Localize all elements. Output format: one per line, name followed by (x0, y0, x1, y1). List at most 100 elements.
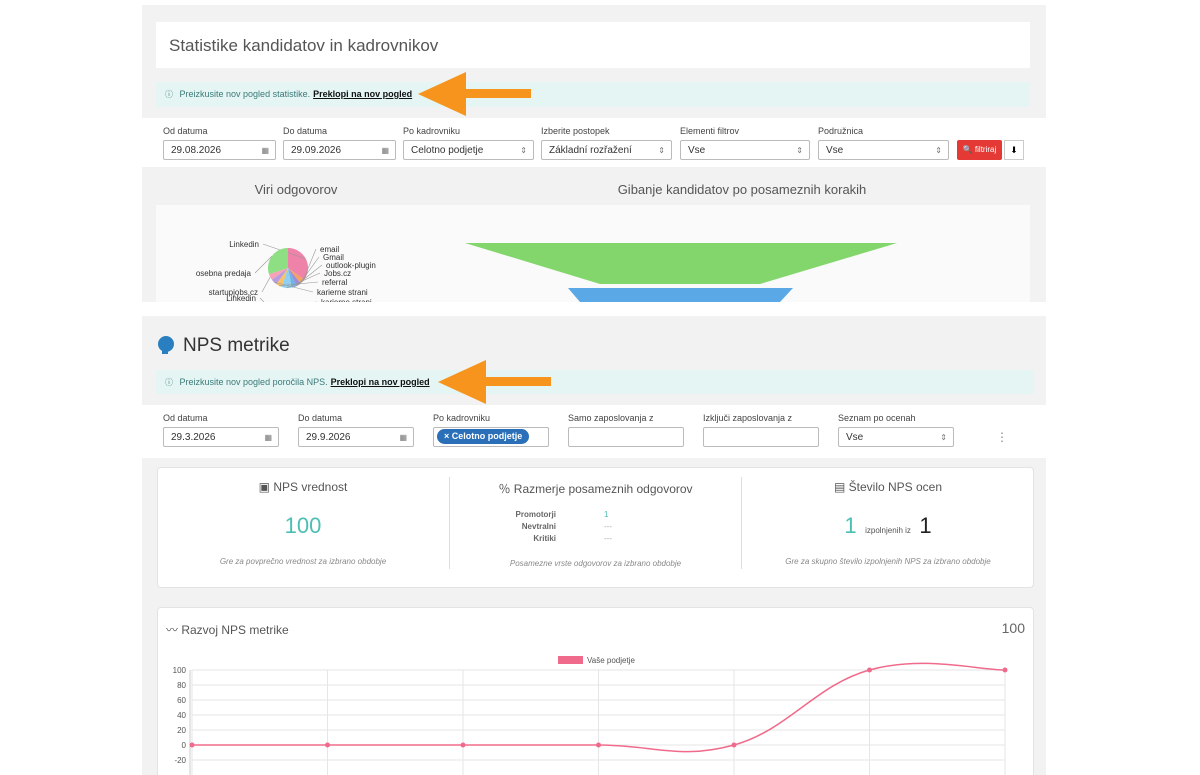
pie-slice (268, 248, 288, 275)
input-icon: ⇕ (520, 146, 527, 155)
input-icon: ⇕ (940, 433, 947, 442)
arrow (438, 360, 551, 404)
chart-title-text: Razvoj NPS metrike (181, 623, 289, 637)
filter-label: Izključi zaposlovanja z (703, 413, 793, 423)
pie-label: Gmail (323, 253, 344, 262)
card-caption: Posamezne vrste odgovorov za izbrano obd… (509, 559, 682, 568)
select-input[interactable]: Základní rozřažení ⇕ (541, 140, 672, 160)
filter-label: Od datuma (163, 413, 208, 423)
pie-slice (288, 268, 305, 284)
point (460, 742, 466, 748)
filter-button[interactable]: 🔍 filtriraj (957, 140, 1002, 160)
card-title: ▤ Število NPS ocen (833, 480, 943, 494)
y-tick-label: 100 (173, 666, 187, 675)
notice-text: Preizkusite nov pogled poročila NPS. (179, 377, 328, 387)
filter-label: Podružnica (818, 126, 864, 136)
text-input[interactable] (568, 427, 684, 447)
pie-label: outlook-plugin (326, 261, 376, 270)
filter-label: Seznam po ocenah (838, 413, 916, 423)
page-title: Statistike kandidatov in kadrovnikov (169, 36, 439, 55)
select-input[interactable]: Vse ⇕ (818, 140, 949, 160)
pie-slice (288, 268, 301, 287)
ratio-label: Nevtralni (521, 522, 556, 531)
input-icon: ▦ (264, 433, 272, 442)
pie-label: Linkedin (226, 294, 256, 302)
input-icon: ⇕ (658, 146, 665, 155)
leader-line (254, 256, 273, 274)
leader-line (286, 272, 321, 289)
input-icon: ⇕ (935, 146, 942, 155)
title-box (156, 22, 1030, 68)
ratio-value: --- (604, 522, 612, 531)
count-row: 1 izpolnjenih iz 1 (742, 513, 1034, 539)
leader-line (298, 256, 320, 286)
pie-label: Jobs.cz (324, 269, 351, 278)
chart-value: 100 (1001, 620, 1025, 636)
notice: ⓘ Preizkusite nov pogled poročila NPS. Pr… (156, 370, 1034, 394)
select-input[interactable]: Vse ⇕ (838, 427, 954, 447)
filter-label: Do datuma (298, 413, 343, 423)
text-input[interactable] (703, 427, 819, 447)
pie-label: referral (322, 278, 348, 287)
leader-line (259, 297, 265, 302)
nps-icon (158, 336, 174, 354)
filter-label: Po kadrovniku (403, 126, 461, 136)
leader-line (273, 281, 314, 293)
funnel-step (465, 243, 897, 284)
more-menu[interactable]: ⋮ (996, 430, 1008, 444)
card-title-text: Število NPS ocen (848, 480, 943, 494)
line-chart: -20 0 20 40 60 80 100 Vaše podjetje (173, 656, 1008, 775)
pie-slice (276, 268, 288, 288)
pie-label: karierne strani (321, 298, 372, 302)
legend-swatch (558, 656, 583, 664)
input-icon: ▦ (381, 146, 389, 155)
point (1002, 667, 1008, 673)
card-title: ％ Razmerje posameznih odgovorov (498, 482, 693, 496)
card-title: ▣ NPS vrednost (258, 480, 348, 494)
pie-label: karierne strani (317, 288, 368, 297)
pie-title: Viri odgovorov (254, 182, 338, 197)
y-tick-label: 40 (177, 711, 186, 720)
pie-label: startupjobs.cz (209, 288, 258, 297)
leader-line (261, 276, 271, 293)
select-input[interactable]: Vse ⇕ (680, 140, 810, 160)
notice-text: Preizkusite nov pogled statistike. (179, 89, 311, 99)
ratio-label: Promotorji (515, 510, 556, 519)
y-tick-label: 60 (177, 696, 186, 705)
pie-slice (268, 268, 288, 280)
y-tick-label: 80 (177, 681, 186, 690)
download-button[interactable]: ⬇ (1004, 140, 1024, 160)
point (867, 667, 872, 673)
point (189, 742, 195, 748)
leader-line (293, 264, 323, 288)
count-total: 1 (919, 513, 932, 538)
arrow (418, 72, 531, 116)
pie-slice (288, 248, 308, 280)
select-input[interactable]: 29.3.2026 ▦ (163, 427, 279, 447)
divider (741, 477, 742, 569)
y-tick-label: -20 (174, 756, 186, 765)
card-caption: Gre za povprečno vrednost za izbrano obd… (219, 557, 387, 566)
pie-slice (281, 268, 292, 288)
point (731, 742, 737, 748)
card-title-text: NPS vrednost (273, 480, 348, 494)
y-tick-label: 20 (177, 726, 186, 735)
input-icon: ▦ (261, 146, 269, 155)
date-input[interactable]: 29.08.2026 ▦ (163, 140, 276, 160)
filter-label: Samo zaposlovanja z (568, 413, 654, 423)
nps-value: 100 (284, 513, 322, 538)
filter-label: Od datuma (163, 126, 208, 136)
notice-link[interactable]: Preklopi na nov pogled (330, 377, 430, 387)
select-input[interactable]: Celotno podjetje ⇕ (403, 140, 534, 160)
filter-label: Izberite postopek (541, 126, 610, 136)
select-input[interactable]: 29.9.2026 ▦ (298, 427, 414, 447)
date-input[interactable]: 29.09.2026 ▦ (283, 140, 396, 160)
funnel-step (568, 288, 793, 302)
pie-label: osebna predaja (196, 269, 252, 278)
notice-link[interactable]: Preklopi na nov pogled (313, 89, 413, 99)
input-icon: ⇕ (796, 146, 803, 155)
nps-title: NPS metrike (183, 335, 290, 356)
pie-slice (271, 268, 288, 285)
chart-title: 〰 Razvoj NPS metrike (166, 623, 289, 637)
